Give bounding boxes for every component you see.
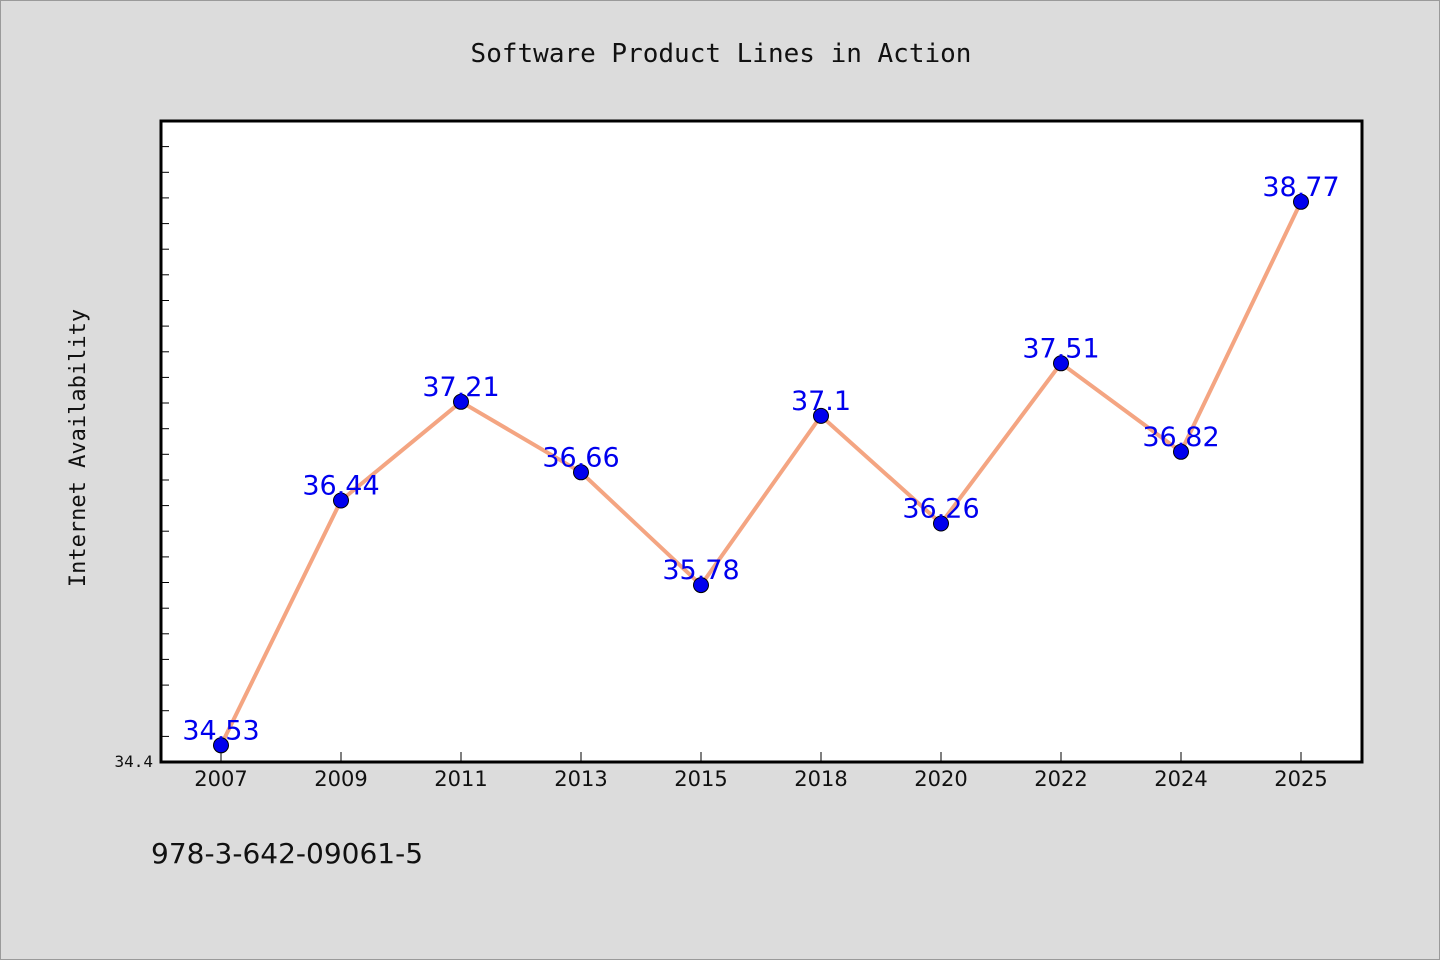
x-axis-ticks [220,752,1302,762]
y-tick-label: 34.4 [114,752,153,771]
isbn-footer: 978-3-642-09061-5 [151,837,423,870]
data-label: 37.21 [422,372,499,403]
data-point-marker [933,515,949,532]
data-point-marker [693,577,709,594]
data-label: 36.26 [902,494,979,525]
x-tick-label: 2013 [554,767,607,791]
y-axis-label: Internet Availability [66,309,91,587]
data-label: 35.78 [662,555,739,586]
series-line [219,199,1303,748]
data-label: 36.66 [542,442,619,473]
plot-area [159,119,1364,764]
x-tick-label: 2011 [434,767,487,791]
x-tick-label: 2018 [794,767,847,791]
data-point-marker [1293,193,1309,210]
x-tick-label: 2020 [914,767,967,791]
data-label: 36.44 [302,471,379,502]
y-axis-ticks [161,146,169,737]
series-line-path [219,199,1303,748]
data-label: 38.77 [1262,172,1339,203]
data-point-marker [333,492,349,509]
data-label: 37.51 [1022,333,1099,364]
x-tick-label: 2009 [314,767,367,791]
data-labels: 34.53 36.44 37.21 36.66 35.78 37.1 36.26 37.51 3… [182,172,1339,746]
data-point-marker [813,407,829,424]
data-point-marker [213,737,229,754]
series-markers [213,193,1309,754]
data-label: 37.1 [791,386,851,417]
data-point-marker [453,393,469,410]
chart-title: Software Product Lines in Action [471,39,972,69]
data-label: 36.82 [1142,422,1219,453]
x-tick-label: 2025 [1274,767,1327,791]
data-point-marker [1053,355,1069,372]
x-axis-tick-labels: 2007 2009 2011 2013 2015 2018 2020 2022 2024 2025 [194,767,1327,791]
y-axis-tick-labels: 34.4 [114,752,153,771]
x-tick-label: 2024 [1154,767,1207,791]
x-tick-label: 2015 [674,767,727,791]
data-label: 34.53 [182,715,259,746]
data-point-marker [573,464,589,481]
data-point-marker [1173,443,1189,460]
x-tick-label: 2022 [1034,767,1087,791]
x-tick-label: 2007 [194,767,247,791]
